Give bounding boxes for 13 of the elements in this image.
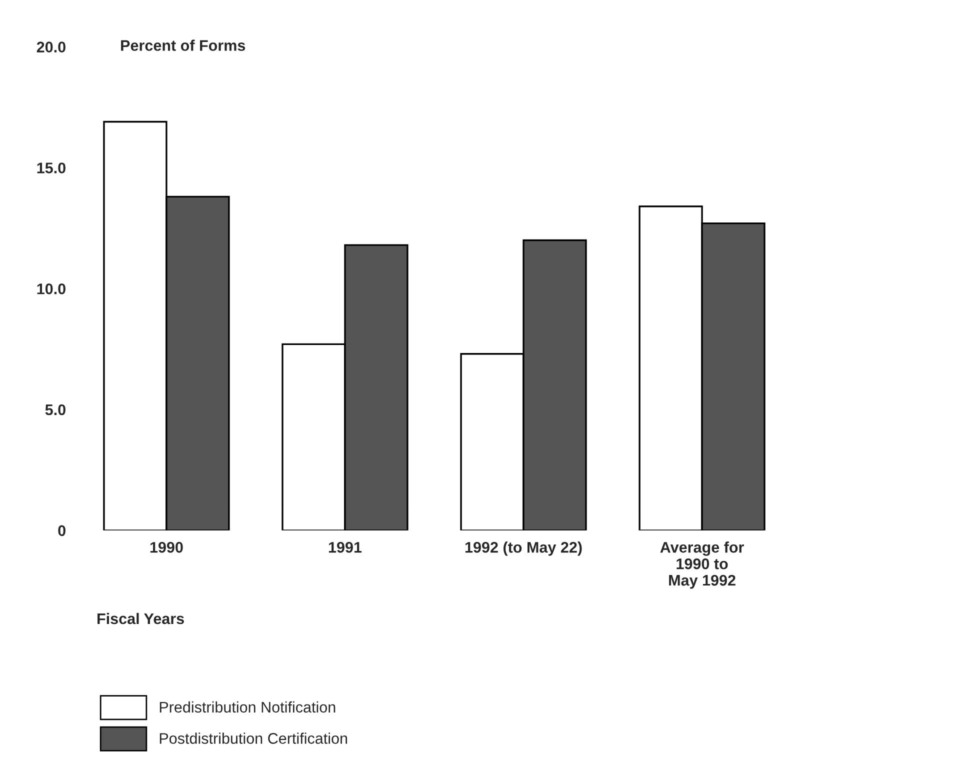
- x-tick-label: 1992 (to May 22): [465, 542, 582, 556]
- x-axis-title: Fiscal Years: [98, 612, 184, 624]
- x-tick-label: 1991: [328, 542, 362, 553]
- y-tick-label: 20.0: [36, 42, 66, 52]
- legend-label: Predistribution Notification: [160, 701, 336, 713]
- y-tick-label: 10.0: [37, 283, 66, 294]
- y-axis-title: Percent of Forms: [121, 40, 246, 51]
- legend-label: Postdistribution Certification: [160, 732, 348, 744]
- y-tick-label: 15.0: [37, 162, 66, 174]
- x-tick-label: Average for 1990 to May 1992: [660, 542, 744, 589]
- x-tick-label: 1990: [150, 542, 183, 553]
- y-tick-label: 5.0: [45, 404, 66, 416]
- y-tick-label: 0: [58, 525, 66, 536]
